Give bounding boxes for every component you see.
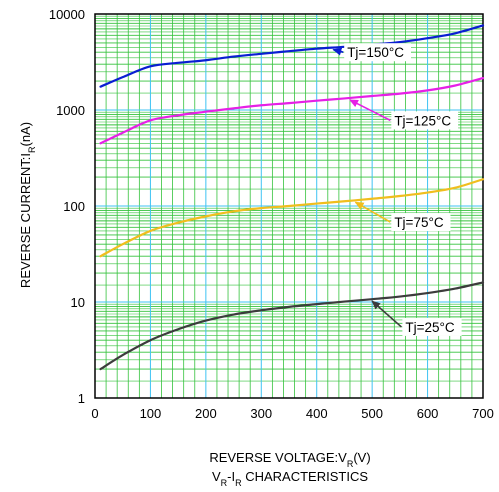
annotation-backing [344,43,411,62]
x-axis-title-main: REVERSE VOLTAGE:V [209,450,347,465]
y-tick-labels: 1 10 100 1000 10000 [49,7,85,406]
x-tick-label: 0 [91,406,98,421]
y-axis-title-main: REVERSE CURRENT:I [18,153,33,288]
x-tick-label: 500 [361,406,383,421]
chart-caption-tail: CHARACTERISTICS [242,469,369,484]
chart-caption-mid: -I [227,469,235,484]
y-axis-title-tail: (nA) [18,122,33,147]
x-tick-label: 400 [306,406,328,421]
plot-frame [94,13,484,399]
y-axis-title-sub: R [27,146,37,153]
x-tick-label: 300 [250,406,272,421]
series-line-1 [99,76,485,145]
annotation-arrow [332,47,344,56]
annotation-label: Tj=125°C [394,113,451,128]
x-tick-labels: 0 100 200 300 400 500 600 700 [91,406,493,421]
x-tick-label: 600 [417,406,439,421]
x-axis-title: REVERSE VOLTAGE:VR(V) [209,450,370,469]
y-tick-label: 10 [71,295,85,310]
annotation-arrow [371,300,402,328]
series-lines [99,24,485,371]
y-tick-label: 1 [78,391,85,406]
annotation-arrow [349,99,391,122]
x-tick-label: 100 [140,406,162,421]
annotation-label: Tj=150°C [347,45,404,60]
y-axis-title: REVERSE CURRENT:IR(nA) [18,122,37,288]
x-axis-title-sub: R [347,459,354,469]
x-tick-label: 700 [472,406,494,421]
series-annotations: Tj=150°C Tj=125°C Tj=75°C Tj=25°C [332,43,462,336]
y-tick-label: 10000 [49,7,85,22]
annotation-label: Tj=75°C [394,215,444,230]
annotation-backing [391,213,451,232]
chart-caption-sub2: R [235,478,242,488]
annotation-arrow [354,201,391,223]
y-tick-label: 100 [63,199,85,214]
y-tick-label: 1000 [56,103,85,118]
x-tick-label: 200 [195,406,217,421]
series-line-2 [99,178,485,258]
series-line-3 [99,281,485,371]
series-line-0 [99,24,485,88]
chart-caption-sub1: R [221,478,228,488]
annotation-backing [402,317,462,336]
chart-caption-main: V [212,469,221,484]
x-axis-title-tail: (V) [353,450,370,465]
annotation-backing [391,111,459,130]
annotation-label: Tj=25°C [405,320,455,335]
chart-caption: VR-IR CHARACTERISTICS [212,469,368,488]
